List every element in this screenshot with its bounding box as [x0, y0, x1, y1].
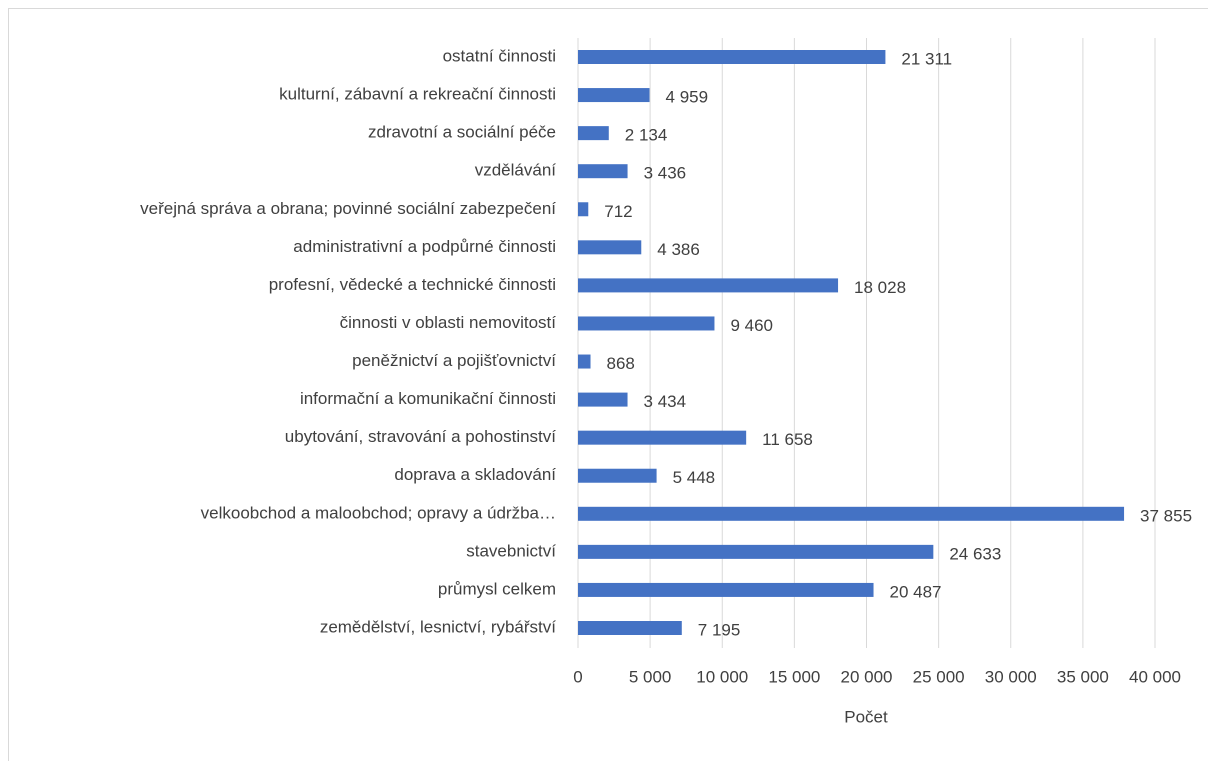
y-tick-label: průmysl celkem: [438, 579, 556, 598]
data-label: 9 460: [730, 316, 773, 335]
bar: [578, 354, 591, 369]
chart-border: [8, 8, 1208, 761]
data-label: 712: [604, 202, 632, 221]
data-label: 2 134: [625, 126, 668, 145]
bar: [578, 544, 934, 559]
y-tick-label: činnosti v oblasti nemovitostí: [340, 313, 557, 332]
data-label: 4 959: [666, 88, 709, 107]
data-label: 24 633: [949, 544, 1001, 563]
bar: [578, 126, 609, 141]
x-axis-title: Počet: [844, 707, 888, 726]
data-label: 20 487: [890, 582, 942, 601]
bar: [578, 506, 1125, 521]
y-tick-label: doprava a skladování: [394, 465, 556, 484]
x-tick-label: 20 000: [841, 667, 893, 686]
y-tick-label: velkoobchod a maloobchod; opravy a údržb…: [201, 503, 556, 522]
data-label: 3 436: [644, 164, 687, 183]
x-tick-label: 10 000: [696, 667, 748, 686]
data-label: 37 855: [1140, 506, 1192, 525]
bar: [578, 430, 747, 445]
y-tick-label: ostatní činnosti: [443, 46, 556, 65]
y-tick-label: kulturní, zábavní a rekreační činnosti: [279, 85, 556, 104]
bar: [578, 468, 657, 483]
bar: [578, 392, 628, 407]
x-tick-label: 5 000: [629, 667, 672, 686]
data-label: 7 195: [698, 620, 741, 639]
data-label: 868: [607, 354, 635, 373]
data-label: 5 448: [673, 468, 716, 487]
y-tick-label: veřejná správa a obrana; povinné sociáln…: [140, 199, 556, 218]
y-tick-label: informační a komunikační činnosti: [300, 389, 556, 408]
data-label: 18 028: [854, 278, 906, 297]
y-tick-label: administrativní a podpůrné činnosti: [293, 237, 556, 256]
data-label: 4 386: [657, 240, 700, 259]
y-tick-label: vzdělávání: [475, 161, 557, 180]
x-tick-label: 15 000: [768, 667, 820, 686]
bar: [578, 582, 874, 597]
data-label: 3 434: [644, 392, 687, 411]
data-label: 21 311: [901, 49, 952, 68]
x-tick-label: 25 000: [913, 667, 965, 686]
x-tick-label: 40 000: [1129, 667, 1181, 686]
x-tick-label: 0: [573, 667, 582, 686]
y-tick-label: stavebnictví: [466, 541, 556, 560]
x-tick-label: 35 000: [1057, 667, 1109, 686]
y-tick-label: ubytování, stravování a pohostinství: [285, 427, 556, 446]
y-tick-label: zemědělství, lesnictví, rybářství: [320, 617, 556, 636]
bar: [578, 88, 650, 103]
bar: [578, 316, 715, 331]
bar: [578, 278, 839, 293]
bar: [578, 240, 642, 255]
data-label: 11 658: [762, 430, 813, 449]
bar: [578, 50, 886, 64]
y-tick-label: profesní, vědecké a technické činnosti: [269, 275, 556, 294]
bar: [578, 202, 589, 217]
bar: [578, 164, 628, 179]
x-tick-label: 30 000: [985, 667, 1037, 686]
bar: [578, 621, 682, 635]
y-tick-label: zdravotní a sociální péče: [368, 123, 556, 142]
y-tick-label: peněžnictví a pojišťovnictví: [352, 351, 556, 370]
